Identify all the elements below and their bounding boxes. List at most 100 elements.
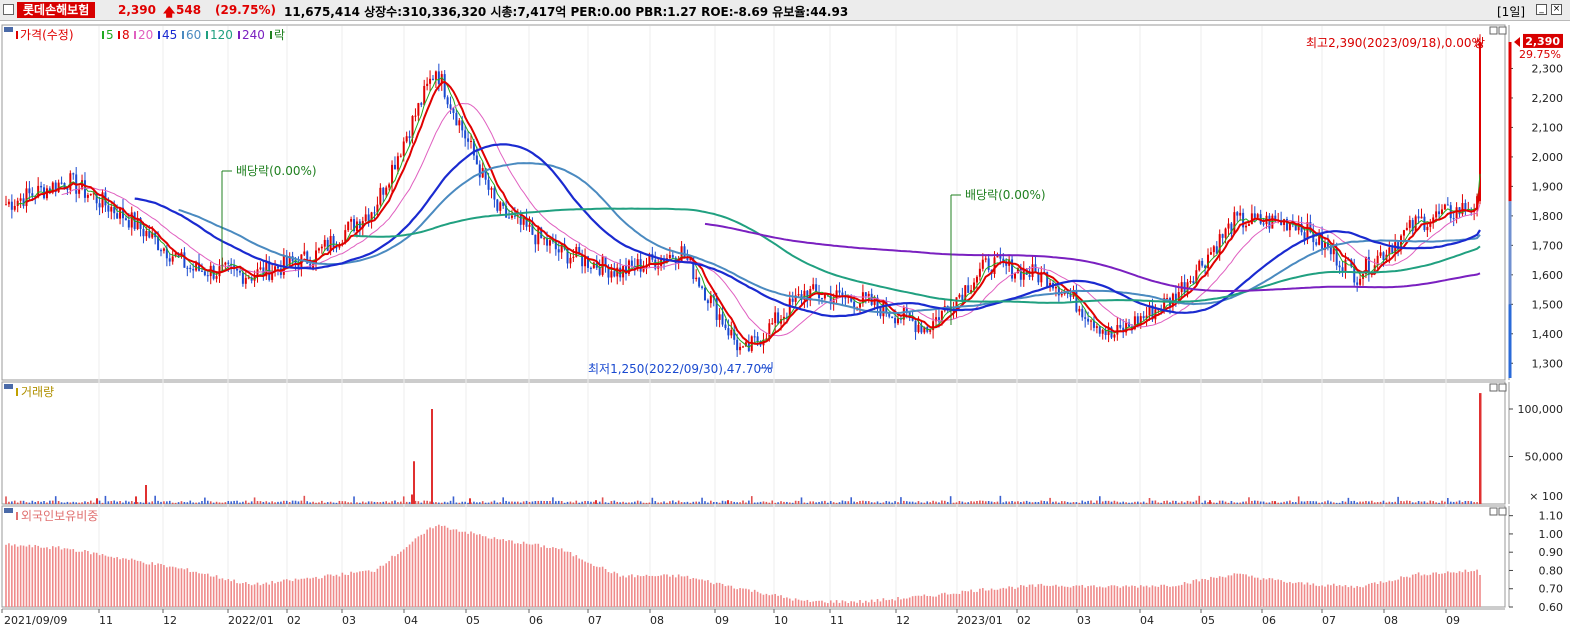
price-candle	[1341, 267, 1344, 273]
volume-bar	[332, 502, 335, 504]
price-candle	[1031, 264, 1034, 278]
foreign-ownership-bar	[1160, 584, 1163, 607]
foreign-ownership-bar	[356, 572, 358, 607]
foreign-ownership-bar	[1052, 585, 1054, 607]
volume-bar	[946, 501, 949, 504]
foreign-ownership-bar	[1476, 569, 1478, 607]
volume-bar	[1327, 500, 1329, 504]
price-candle	[326, 239, 329, 251]
price-candle	[525, 217, 528, 227]
foreign-ownership-bar	[1075, 585, 1078, 607]
foreign-ownership-bar	[642, 576, 645, 607]
foreign-ownership-bar	[259, 585, 262, 607]
foreign-ownership-bar	[1376, 583, 1379, 607]
ma-240-line	[704, 222, 1481, 292]
foreign-ownership-bar	[958, 593, 961, 607]
foreign-ownership-bar	[1411, 574, 1414, 607]
price-candle	[671, 254, 674, 258]
price-candle	[1291, 222, 1294, 225]
price-candle	[961, 294, 964, 302]
foreign-ownership-bar	[1312, 583, 1315, 607]
legend-label: 240	[242, 28, 265, 42]
foreign-ownership-bar	[748, 589, 750, 607]
volume-bar	[1335, 502, 1338, 504]
foreign-ownership-bar	[1131, 585, 1133, 607]
price-candle	[1049, 283, 1052, 288]
price-candle	[1098, 326, 1101, 334]
select-checkbox[interactable]	[3, 4, 14, 15]
panel-minimize-icon	[1489, 26, 1498, 35]
volume-bar	[794, 500, 797, 504]
foreign-ownership-bar	[917, 595, 920, 607]
price-candle	[72, 173, 75, 175]
price-candle	[168, 258, 171, 262]
price-candle	[1397, 242, 1400, 250]
volume-bar	[391, 501, 393, 504]
price-candle	[1034, 264, 1037, 273]
stock-name-badge[interactable]: 롯데손해보험	[17, 2, 96, 18]
price-candle	[1195, 270, 1198, 284]
price-candle	[987, 258, 990, 270]
price-candle	[165, 248, 168, 259]
foreign-ownership-bar	[941, 593, 943, 607]
foreign-ownership-bar	[549, 548, 551, 607]
volume-bar	[367, 501, 370, 504]
foreign-ownership-bar	[1189, 583, 1192, 607]
foreign-ownership-bar	[125, 558, 127, 607]
foreign-ownership-bar	[1125, 585, 1127, 607]
volume-bar	[312, 501, 314, 504]
period-selector[interactable]: [1일]	[1497, 5, 1526, 19]
volume-bar	[133, 502, 136, 504]
foreign-ownership-bars: 외국인보유비중	[5, 509, 1481, 607]
price-candle	[891, 316, 894, 319]
price-candle	[1303, 232, 1306, 240]
foreign-ownership-bar	[563, 551, 566, 607]
volume-bar	[920, 502, 923, 504]
foreign-ownership-bar	[651, 575, 654, 607]
price-candle	[1139, 316, 1142, 326]
volume-bar	[1470, 501, 1473, 504]
volume-bar	[57, 501, 60, 504]
volume-bar	[1432, 501, 1435, 504]
close-icon[interactable]: ×	[1551, 4, 1562, 15]
volume-bar	[1400, 500, 1402, 504]
foreign-ownership-bar	[534, 543, 537, 607]
volume-bar	[87, 501, 89, 504]
current-price: 2,390	[118, 3, 156, 17]
price-candle	[1402, 230, 1405, 236]
foreign-ownership-bar	[979, 588, 981, 607]
price-candle	[434, 71, 437, 80]
volume-bar	[288, 502, 291, 504]
price-tick-label: 2,300	[1532, 62, 1564, 75]
foreign-ownership-bar	[1391, 581, 1394, 607]
price-candle	[25, 188, 28, 207]
foreign-ownership-bar	[329, 574, 332, 607]
minimize-icon[interactable]: _	[1536, 4, 1547, 15]
volume-bar	[695, 501, 698, 504]
price-candle	[1338, 265, 1341, 268]
foreign-ownership-bar	[598, 567, 601, 607]
volume-bar	[786, 501, 788, 504]
volume-bar	[797, 500, 800, 504]
foreign-ownership-bar	[1262, 578, 1265, 607]
price-candle	[183, 252, 186, 268]
price-candle	[692, 257, 695, 280]
foreign-ownership-bar	[1046, 585, 1048, 607]
price-candle	[882, 300, 885, 317]
volume-bar	[1347, 497, 1350, 504]
volume-bar	[1262, 501, 1265, 504]
volume-bar	[253, 497, 256, 504]
volume-bar	[394, 500, 396, 504]
foreign-ownership-bar	[891, 599, 893, 607]
price-candle	[981, 259, 984, 269]
volume-bar	[1271, 500, 1274, 504]
foreign-ownership-bar	[903, 598, 905, 607]
volume-bar	[1011, 501, 1013, 504]
price-candle	[589, 267, 592, 269]
price-candle	[411, 115, 414, 138]
price-candle	[554, 241, 557, 250]
foreign-ownership-bar	[239, 583, 241, 607]
foreign-ownership-bar	[1005, 588, 1008, 607]
price-candle	[1250, 213, 1253, 225]
foreign-ownership-bar	[1435, 572, 1437, 607]
